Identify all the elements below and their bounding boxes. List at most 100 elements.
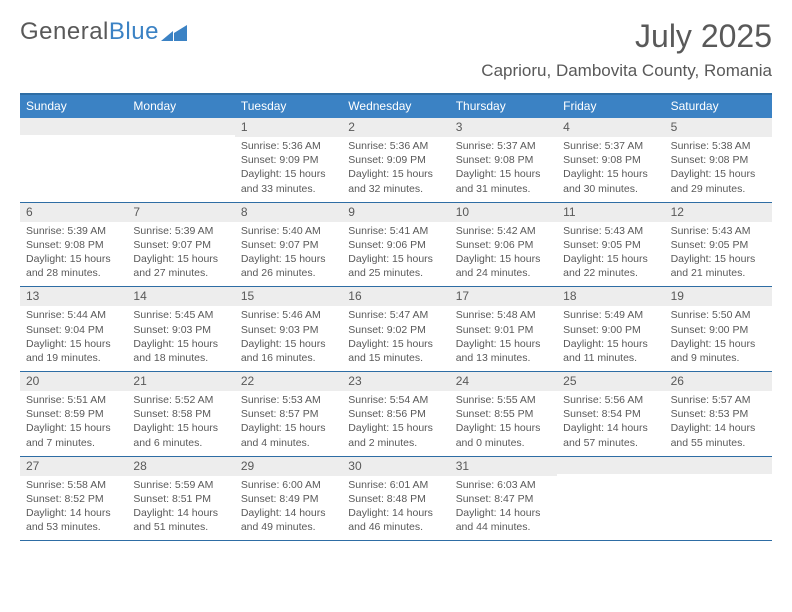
day-info: Sunrise: 5:40 AMSunset: 9:07 PMDaylight:… [235,224,342,281]
daylight-text: Daylight: 14 hours and 53 minutes. [26,506,121,534]
day-number: 31 [450,457,557,476]
daylight-text: Daylight: 14 hours and 51 minutes. [133,506,228,534]
sunrise-text: Sunrise: 5:54 AM [348,393,443,407]
calendar-day-cell: 6Sunrise: 5:39 AMSunset: 9:08 PMDaylight… [20,203,127,287]
calendar-day-cell [665,457,772,541]
calendar-day-cell: 14 Sunrise: 5:45 AMSunset: 9:03 PMDayligh… [127,287,234,371]
daylight-text: Daylight: 15 hours and 7 minutes. [26,421,121,449]
daylight-text: Daylight: 15 hours and 30 minutes. [563,167,658,195]
daylight-text: Daylight: 15 hours and 26 minutes. [241,252,336,280]
calendar-day-cell [127,118,234,202]
day-number: 4 [557,118,664,137]
day-info: Sunrise: 5:50 AMSunset: 9:00 PMDaylight:… [665,308,772,365]
day-number: 17 [450,287,557,306]
day-info: Sunrise: 5:57 AMSunset: 8:53 PMDaylight:… [665,393,772,450]
day-number: 24 [450,372,557,391]
day-info: Sunrise: 5:36 AMSunset: 9:09 PMDaylight:… [342,139,449,196]
weekday-header: Sunday [20,95,127,118]
day-info: Sunrise: 5:44 AMSunset: 9:04 PMDaylight:… [20,308,127,365]
sunrise-text: Sunrise: 5:40 AM [241,224,336,238]
day-number: 19 [665,287,772,306]
day-info: Sunrise: 5:36 AMSunset: 9:09 PMDaylight:… [235,139,342,196]
weekday-header: Thursday [450,95,557,118]
day-info: Sunrise: 6:03 AMSunset: 8:47 PMDaylight:… [450,478,557,535]
daylight-text: Daylight: 15 hours and 6 minutes. [133,421,228,449]
day-info: Sunrise: 5:54 AMSunset: 8:56 PMDaylight:… [342,393,449,450]
calendar-day-cell: 20Sunrise: 5:51 AMSunset: 8:59 PMDayligh… [20,372,127,456]
daylight-text: Daylight: 15 hours and 11 minutes. [563,337,658,365]
day-info: Sunrise: 5:55 AMSunset: 8:55 PMDaylight:… [450,393,557,450]
day-number: 25 [557,372,664,391]
sunset-text: Sunset: 9:04 PM [26,323,121,337]
day-number: 28 [127,457,234,476]
sunrise-text: Sunrise: 6:01 AM [348,478,443,492]
day-info: Sunrise: 5:37 AMSunset: 9:08 PMDaylight:… [450,139,557,196]
day-info: Sunrise: 5:39 AMSunset: 9:07 PMDaylight:… [127,224,234,281]
sunset-text: Sunset: 8:57 PM [241,407,336,421]
sunrise-text: Sunrise: 5:49 AM [563,308,658,322]
logo-text-2: Blue [109,18,159,46]
sunset-text: Sunset: 9:02 PM [348,323,443,337]
sunrise-text: Sunrise: 5:51 AM [26,393,121,407]
month-title: July 2025 [481,18,772,55]
calendar-day-cell: 15Sunrise: 5:46 AMSunset: 9:03 PMDayligh… [235,287,342,371]
day-info: Sunrise: 5:56 AMSunset: 8:54 PMDaylight:… [557,393,664,450]
daylight-text: Daylight: 15 hours and 0 minutes. [456,421,551,449]
day-info: Sunrise: 5:41 AMSunset: 9:06 PMDaylight:… [342,224,449,281]
sunset-text: Sunset: 8:48 PM [348,492,443,506]
day-info: Sunrise: 5:59 AMSunset: 8:51 PMDaylight:… [127,478,234,535]
calendar-day-cell: 22Sunrise: 5:53 AMSunset: 8:57 PMDayligh… [235,372,342,456]
weekday-header: Friday [557,95,664,118]
calendar-day-cell: 25 Sunrise: 5:56 AMSunset: 8:54 PMDayligh… [557,372,664,456]
day-number [20,118,127,135]
title-block: July 2025 Caprioru, Dambovita County, Ro… [481,18,772,81]
sunset-text: Sunset: 8:56 PM [348,407,443,421]
day-info: Sunrise: 6:01 AMSunset: 8:48 PMDaylight:… [342,478,449,535]
sunrise-text: Sunrise: 5:38 AM [671,139,766,153]
sunset-text: Sunset: 9:08 PM [26,238,121,252]
calendar-day-cell: 13Sunrise: 5:44 AMSunset: 9:04 PMDayligh… [20,287,127,371]
calendar-day-cell: 4Sunrise: 5:37 AMSunset: 9:08 PMDaylight… [557,118,664,202]
day-number: 14 [127,287,234,306]
calendar-day-cell: 18Sunrise: 5:49 AMSunset: 9:00 PMDayligh… [557,287,664,371]
sunrise-text: Sunrise: 5:43 AM [563,224,658,238]
sunset-text: Sunset: 9:03 PM [133,323,228,337]
calendar-day-cell: 9Sunrise: 5:41 AMSunset: 9:06 PMDaylight… [342,203,449,287]
calendar-day-cell: 17Sunrise: 5:48 AMSunset: 9:01 PMDayligh… [450,287,557,371]
calendar-day-cell: 26Sunrise: 5:57 AMSunset: 8:53 PMDayligh… [665,372,772,456]
daylight-text: Daylight: 15 hours and 19 minutes. [26,337,121,365]
daylight-text: Daylight: 15 hours and 18 minutes. [133,337,228,365]
sunset-text: Sunset: 9:07 PM [133,238,228,252]
weekday-header: Monday [127,95,234,118]
sunrise-text: Sunrise: 6:00 AM [241,478,336,492]
calendar-day-cell: 7 Sunrise: 5:39 AMSunset: 9:07 PMDaylight… [127,203,234,287]
calendar-day-cell: 8Sunrise: 5:40 AMSunset: 9:07 PMDaylight… [235,203,342,287]
day-info: Sunrise: 5:42 AMSunset: 9:06 PMDaylight:… [450,224,557,281]
day-info: Sunrise: 5:43 AMSunset: 9:05 PMDaylight:… [665,224,772,281]
sunrise-text: Sunrise: 5:45 AM [133,308,228,322]
sunrise-text: Sunrise: 5:46 AM [241,308,336,322]
sunset-text: Sunset: 9:09 PM [241,153,336,167]
day-number: 21 [127,372,234,391]
page-header: GeneralBlue July 2025 Caprioru, Dambovit… [20,18,772,81]
sunrise-text: Sunrise: 5:41 AM [348,224,443,238]
day-number [665,457,772,474]
daylight-text: Daylight: 15 hours and 16 minutes. [241,337,336,365]
daylight-text: Daylight: 15 hours and 2 minutes. [348,421,443,449]
sunrise-text: Sunrise: 5:50 AM [671,308,766,322]
sunset-text: Sunset: 8:51 PM [133,492,228,506]
day-number: 22 [235,372,342,391]
sunset-text: Sunset: 8:49 PM [241,492,336,506]
day-info: Sunrise: 5:38 AMSunset: 9:08 PMDaylight:… [665,139,772,196]
day-info: Sunrise: 5:47 AMSunset: 9:02 PMDaylight:… [342,308,449,365]
sunset-text: Sunset: 8:59 PM [26,407,121,421]
day-number: 7 [127,203,234,222]
day-number: 2 [342,118,449,137]
sunset-text: Sunset: 8:58 PM [133,407,228,421]
daylight-text: Daylight: 14 hours and 46 minutes. [348,506,443,534]
sunset-text: Sunset: 8:54 PM [563,407,658,421]
day-number: 18 [557,287,664,306]
sunrise-text: Sunrise: 5:36 AM [348,139,443,153]
sunset-text: Sunset: 9:08 PM [563,153,658,167]
sunset-text: Sunset: 9:05 PM [671,238,766,252]
